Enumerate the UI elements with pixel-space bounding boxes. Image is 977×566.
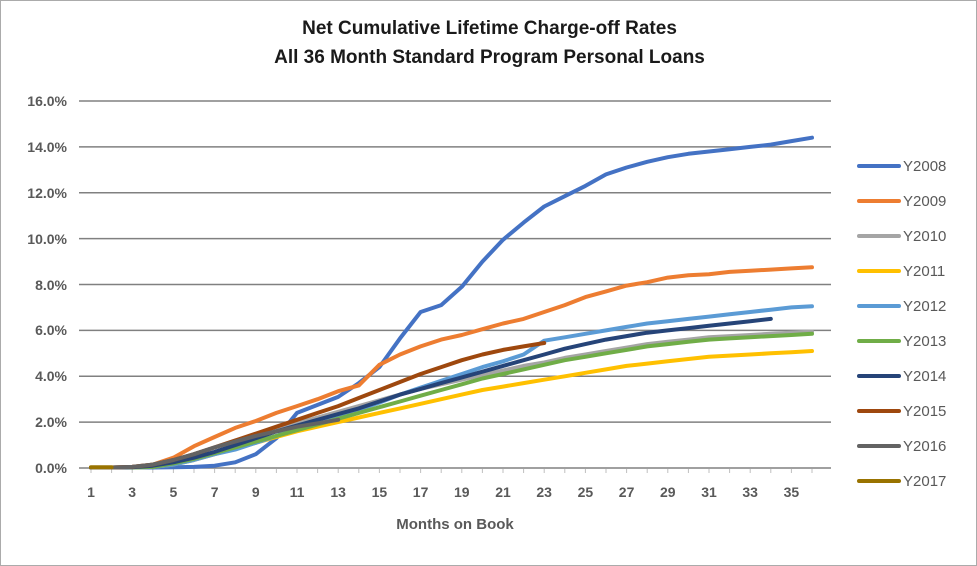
legend-swatch-y2009: [857, 199, 901, 203]
legend-label: Y2010: [903, 227, 947, 245]
legend-label: Y2009: [903, 192, 947, 210]
legend-label: Y2017: [903, 472, 947, 490]
legend-item-y2012: Y2012: [857, 296, 946, 316]
legend-item-y2010: Y2010: [857, 226, 946, 246]
x-tick-label: 29: [660, 484, 676, 500]
series-line-y2010: [89, 329, 814, 470]
legend-label: Y2015: [903, 402, 947, 420]
x-tick-label: 7: [210, 484, 219, 500]
series-line-y2008: [89, 135, 814, 470]
y-tick-label: 16.0%: [27, 93, 67, 109]
legend-item-y2008: Y2008: [857, 156, 946, 176]
chart-title-line1: Net Cumulative Lifetime Charge-off Rates: [302, 18, 677, 39]
legend-swatch-y2011: [857, 269, 901, 273]
legend-label: Y2013: [903, 332, 947, 350]
x-tick-label: 21: [495, 484, 511, 500]
legend-item-y2011: Y2011: [857, 261, 945, 281]
x-tick-label: 35: [783, 484, 800, 500]
y-tick-label: 6.0%: [35, 322, 67, 339]
legend-item-y2014: Y2014: [857, 366, 946, 386]
y-tick-label: 0.0%: [35, 460, 67, 476]
legend-item-y2015: Y2015: [857, 401, 946, 421]
legend-item-y2013: Y2013: [857, 331, 946, 351]
x-tick-label: 13: [330, 484, 346, 500]
legend-swatch-y2017: [857, 479, 901, 483]
x-tick-label: 1: [87, 484, 95, 500]
x-tick-label: 3: [128, 484, 137, 500]
x-tick-label: 23: [536, 484, 552, 500]
legend-label: Y2012: [903, 297, 947, 315]
series-line-y2009: [89, 265, 814, 470]
legend-swatch-y2013: [857, 339, 901, 343]
legend-swatch-y2015: [857, 409, 901, 413]
legend-swatch-y2016: [857, 444, 901, 448]
legend-swatch-y2012: [857, 304, 901, 308]
legend-label: Y2014: [903, 367, 947, 385]
x-tick-label: 17: [412, 484, 429, 500]
x-tick-label: 9: [251, 484, 260, 500]
x-tick-label: 5: [169, 484, 178, 500]
y-tick-label: 4.0%: [35, 368, 67, 385]
x-tick-label: 31: [701, 484, 717, 500]
x-tick-label: 27: [618, 484, 635, 500]
legend-item-y2016: Y2016: [857, 436, 946, 456]
legend-item-y2009: Y2009: [857, 191, 946, 211]
x-axis-title: Months on Book: [396, 516, 514, 533]
x-tick-label: 25: [577, 484, 594, 500]
legend-swatch-y2008: [857, 164, 901, 168]
series-line-y2013: [89, 331, 814, 470]
legend-swatch-y2010: [857, 234, 901, 238]
legend-label: Y2011: [903, 262, 946, 280]
y-tick-label: 2.0%: [35, 414, 67, 431]
y-tick-label: 8.0%: [35, 276, 67, 293]
legend-label: Y2008: [903, 157, 947, 175]
x-tick-label: 33: [742, 484, 758, 500]
x-tick-label: 15: [371, 484, 388, 500]
y-tick-label: 14.0%: [27, 138, 67, 155]
series-line-y2014: [89, 316, 773, 470]
chart-title-line2: All 36 Month Standard Program Personal L…: [274, 47, 705, 68]
y-tick-label: 12.0%: [27, 184, 67, 201]
chart-title: Net Cumulative Lifetime Charge-off Rates…: [1, 14, 976, 72]
series-line-y2011: [89, 349, 814, 470]
series-line-y2016: [89, 417, 341, 470]
legend-label: Y2016: [903, 437, 947, 455]
legend-swatch-y2014: [857, 374, 901, 378]
x-tick-label: 19: [454, 484, 470, 500]
y-tick-label: 10.0%: [27, 230, 67, 247]
legend-item-y2017: Y2017: [857, 471, 946, 491]
x-tick-label: 11: [289, 484, 305, 500]
